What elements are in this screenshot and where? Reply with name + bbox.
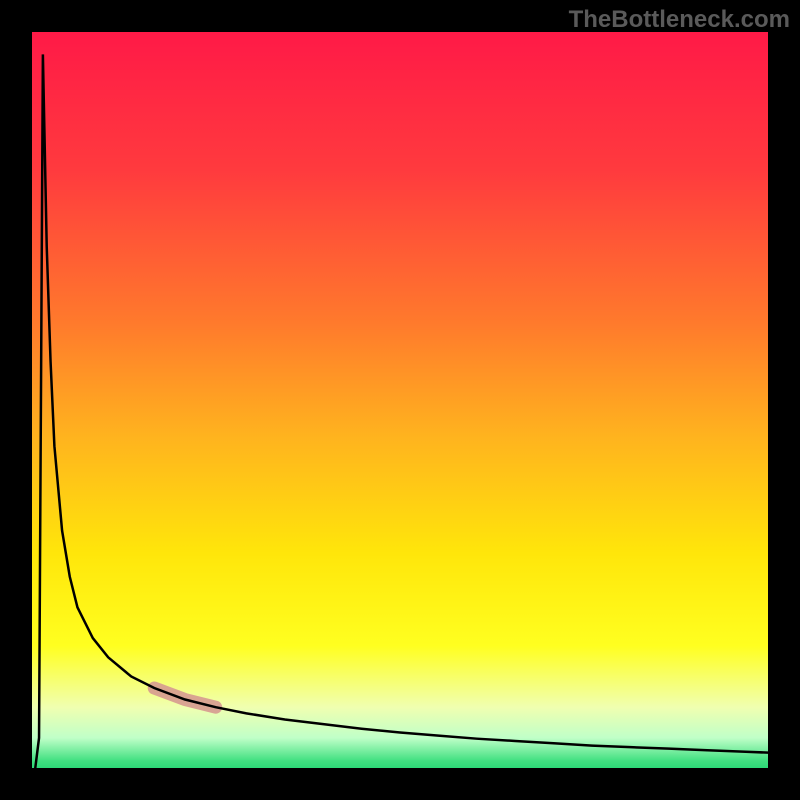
gradient-background	[16, 16, 784, 784]
chart-container: TheBottleneck.com	[0, 0, 800, 800]
watermark-text: TheBottleneck.com	[569, 6, 790, 34]
chart-svg	[0, 0, 800, 800]
